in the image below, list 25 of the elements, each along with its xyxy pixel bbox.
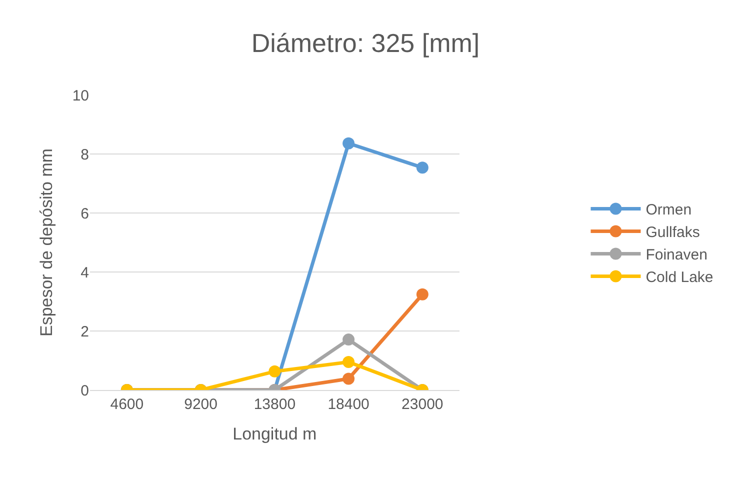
y-tick-label: 6 — [80, 205, 89, 222]
y-tick-label: 8 — [80, 146, 89, 164]
point — [342, 356, 355, 368]
x-tick-label: 13800 — [254, 396, 296, 413]
x-axis-title: Longitud m — [232, 424, 317, 444]
point — [342, 334, 355, 346]
y-tick-label: 10 — [72, 87, 89, 104]
x-tick-label: 18400 — [328, 396, 370, 413]
legend-label: Gullfaks — [646, 224, 700, 242]
y-axis-title: Espesor de depósito mm — [36, 148, 56, 337]
point — [342, 372, 355, 385]
y-tick-label: 2 — [80, 323, 89, 340]
point — [416, 162, 428, 174]
chart-title: Diámetro: 325 [mm] — [251, 28, 480, 58]
legend-label: Foinaven — [646, 246, 708, 264]
point — [416, 288, 428, 300]
x-tick-label: 4600 — [110, 396, 144, 413]
point — [342, 137, 355, 150]
y-tick-label: 4 — [80, 264, 89, 282]
point — [268, 365, 281, 378]
x-tick-label: 23000 — [402, 396, 444, 413]
y-tick-label: 0 — [80, 382, 89, 400]
legend-label: Ormen — [646, 202, 692, 219]
legend-label: Cold Lake — [646, 269, 714, 286]
x-tick-label: 9200 — [184, 396, 218, 413]
